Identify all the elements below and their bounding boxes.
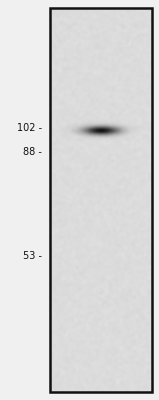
Text: 102 -: 102 - xyxy=(17,123,42,133)
Text: 53 -: 53 - xyxy=(23,251,42,261)
Text: 88 -: 88 - xyxy=(23,147,42,157)
